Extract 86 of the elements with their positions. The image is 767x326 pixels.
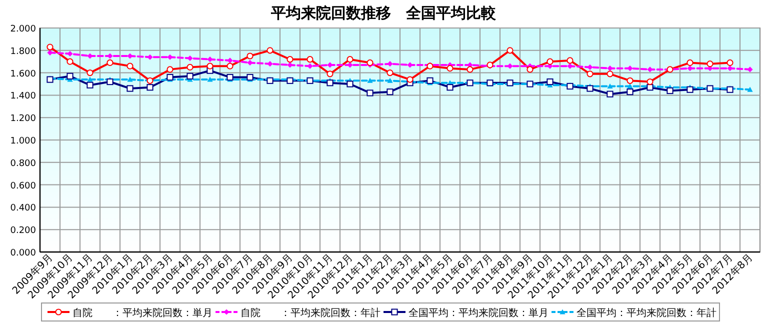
point <box>127 76 133 82</box>
point <box>387 78 393 83</box>
point <box>646 78 654 86</box>
legend-label: 全国平均：平均来院回数：年計 <box>576 307 716 319</box>
point <box>286 56 294 63</box>
point <box>326 70 334 78</box>
point <box>227 58 233 64</box>
point <box>446 65 454 72</box>
point <box>167 54 173 60</box>
point <box>566 57 574 64</box>
point <box>246 74 254 81</box>
point <box>706 60 714 68</box>
point <box>446 84 454 91</box>
y-tick-label: 0.200 <box>10 226 36 236</box>
point <box>566 82 574 90</box>
point <box>626 88 634 96</box>
y-tick-label: 2.000 <box>10 24 36 34</box>
point <box>106 78 114 86</box>
point <box>406 76 414 83</box>
point <box>267 61 273 67</box>
point <box>567 63 573 69</box>
point <box>186 72 194 80</box>
point <box>546 78 554 86</box>
y-tick-label: 0.400 <box>10 204 36 214</box>
chart-title: 平均来院回数推移 全国平均比較 <box>270 4 497 22</box>
legend-label: 全国平均：平均来院回数：単月 <box>408 307 548 319</box>
point <box>366 90 374 96</box>
point <box>386 88 394 96</box>
point <box>506 47 514 54</box>
y-tick-label: 1.400 <box>10 92 36 102</box>
point <box>86 82 94 88</box>
point <box>66 72 74 80</box>
point <box>66 58 74 65</box>
point <box>627 83 633 88</box>
point <box>686 59 694 66</box>
point <box>166 66 174 73</box>
point <box>466 66 474 73</box>
point <box>346 80 354 88</box>
point <box>46 44 54 50</box>
point <box>526 66 534 73</box>
legend-label: 自院 ：平均来院回数：単月 <box>72 307 212 319</box>
y-tick-label: 0.600 <box>10 181 36 192</box>
point <box>426 77 434 84</box>
point <box>207 76 213 82</box>
y-tick-label: 0.800 <box>10 158 36 169</box>
y-tick-label: 0.000 <box>10 248 36 258</box>
point <box>226 74 234 81</box>
point <box>86 70 94 76</box>
point <box>246 52 254 60</box>
y-tick-label: 1.600 <box>10 69 36 80</box>
point <box>586 85 594 92</box>
y-tick-label: 1.200 <box>10 114 36 124</box>
point <box>747 66 753 72</box>
point <box>747 86 753 92</box>
point <box>606 70 614 78</box>
point <box>686 86 694 93</box>
point <box>87 76 93 82</box>
point <box>366 59 374 66</box>
point <box>47 50 53 56</box>
y-tick-label: 1.800 <box>10 46 36 57</box>
point <box>226 62 234 70</box>
point <box>626 77 634 84</box>
point <box>106 59 114 66</box>
point <box>146 84 154 91</box>
point <box>306 56 314 63</box>
legend-label: 自院 ：平均来院回数：年計 <box>240 307 380 319</box>
point <box>586 70 594 78</box>
point <box>126 85 134 92</box>
point <box>166 74 174 81</box>
point <box>266 47 274 54</box>
point <box>666 87 674 94</box>
point <box>346 56 354 63</box>
point <box>287 62 293 68</box>
point <box>126 62 134 70</box>
point <box>186 64 194 70</box>
point <box>607 83 613 88</box>
point <box>367 78 373 83</box>
point <box>326 80 334 86</box>
point <box>386 70 394 76</box>
point <box>546 58 554 65</box>
y-tick-label: 1.000 <box>10 136 36 146</box>
point <box>726 59 734 66</box>
point <box>127 53 133 59</box>
point <box>606 90 614 98</box>
point <box>646 84 654 91</box>
point <box>206 62 214 70</box>
